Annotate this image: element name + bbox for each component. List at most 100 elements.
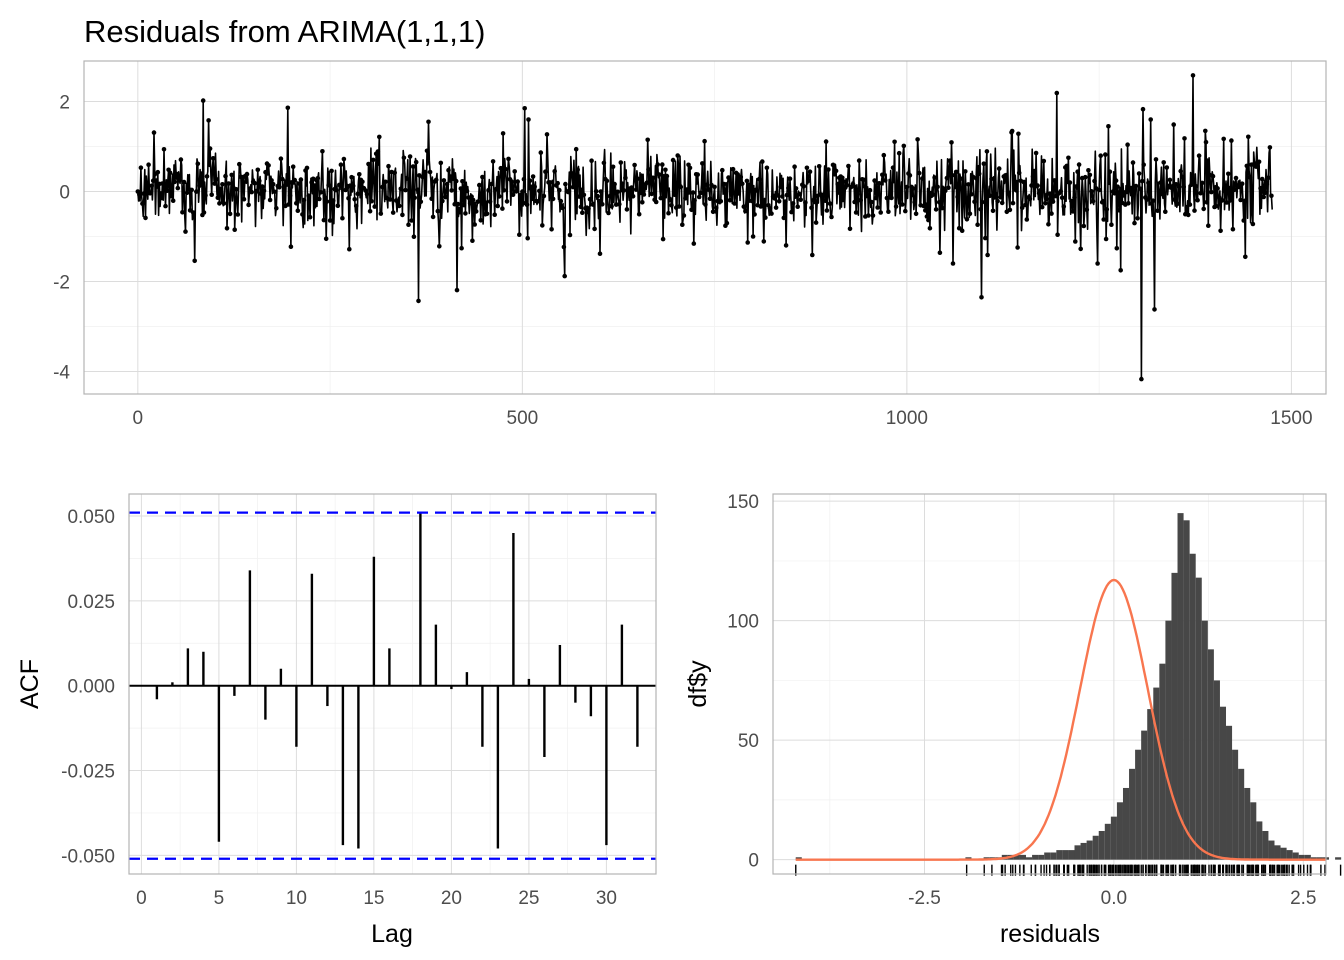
histogram-bar (1304, 854, 1311, 860)
histogram-bar (1135, 749, 1142, 860)
residual-point (346, 196, 351, 201)
residual-point (224, 226, 230, 231)
residual-point (234, 187, 239, 192)
residual-point (294, 201, 299, 206)
residual-point (555, 180, 560, 186)
residual-point (178, 157, 184, 162)
residual-point (189, 187, 194, 193)
residual-point (976, 171, 982, 176)
residual-point (829, 214, 834, 220)
residual-point (861, 177, 867, 183)
residual-point (161, 147, 167, 152)
residual-point (1073, 184, 1079, 189)
y-tick-label: 0.000 (67, 677, 115, 698)
residual-point (796, 191, 802, 197)
residual-point (285, 105, 291, 111)
residual-point (901, 143, 907, 149)
histogram-bar (1013, 854, 1020, 860)
residual-point (1109, 222, 1114, 227)
residual-point (413, 159, 419, 165)
residual-point (1150, 198, 1156, 203)
histogram-bar (1310, 857, 1317, 860)
residual-point (632, 162, 637, 168)
residual-point (267, 197, 273, 203)
residual-point (1173, 182, 1179, 187)
residual-point (678, 184, 684, 190)
residual-point (1229, 138, 1234, 143)
residual-point (270, 181, 276, 187)
residual-point (200, 98, 206, 103)
residual-point (1213, 203, 1219, 209)
residual-point (1064, 163, 1070, 169)
residual-point (675, 153, 680, 158)
residual-point (824, 208, 830, 213)
y-tick-label: -0.025 (61, 762, 115, 783)
residual-point (1089, 189, 1094, 194)
residual-point (411, 234, 417, 239)
residual-series (137, 74, 1273, 380)
residual-point (1146, 180, 1151, 186)
residual-point (521, 176, 527, 182)
residual-point (172, 179, 177, 185)
residual-point (730, 166, 736, 172)
histogram-bars (795, 513, 1342, 860)
histogram-bar (1213, 680, 1220, 860)
residual-point (989, 176, 994, 182)
acf-y-axis-label: ACF (16, 659, 44, 709)
residual-point (1032, 168, 1037, 174)
residual-point (1153, 157, 1159, 162)
residual-point (232, 227, 237, 232)
residual-plot-panel-border (83, 60, 1327, 395)
residual-point (852, 199, 857, 205)
residual-point (778, 184, 784, 190)
residual-point (257, 178, 262, 184)
residual-point (700, 161, 705, 166)
residual-point (707, 196, 713, 201)
residual-point (1030, 174, 1036, 179)
residual-point (288, 244, 294, 249)
residual-point (154, 178, 159, 183)
residual-point (1161, 160, 1166, 165)
residual-point (1201, 206, 1206, 212)
residual-point (961, 198, 967, 204)
residual-point (966, 182, 971, 187)
residual-point (440, 198, 445, 204)
residual-point (1199, 180, 1205, 186)
residual-point (317, 196, 322, 202)
residual-point (1090, 199, 1096, 204)
x-tick-label: 1500 (1270, 408, 1312, 429)
residual-point (540, 223, 545, 228)
residual-point (321, 217, 327, 223)
residual-point (955, 194, 960, 200)
histogram-bar (1298, 854, 1305, 860)
residual-point (886, 209, 891, 214)
x-tick-label: 20 (441, 888, 462, 909)
residual-point (913, 211, 919, 217)
histogram-bar (1219, 706, 1227, 860)
residual-point (181, 179, 187, 185)
residual-point (1019, 205, 1025, 211)
residual-point (763, 215, 768, 220)
residual-point (670, 157, 676, 163)
residual-point (835, 181, 840, 187)
residual-point (204, 174, 210, 179)
residual-point (1147, 194, 1153, 200)
residual-point (227, 211, 233, 217)
histogram-bar (1262, 830, 1269, 860)
residual-point (1141, 162, 1146, 167)
residual-point (1226, 171, 1231, 177)
residual-point (959, 228, 965, 233)
residual-point (575, 167, 580, 173)
residual-point (740, 181, 745, 187)
histogram-bar (1232, 749, 1239, 860)
residual-point (1266, 175, 1271, 181)
histogram-bar (795, 857, 802, 860)
residual-point (212, 181, 217, 186)
residual-point (833, 168, 839, 174)
residual-point (566, 189, 571, 195)
residual-point (1067, 180, 1073, 185)
residual-point (660, 162, 665, 167)
residual-point (420, 174, 425, 180)
residual-point (430, 214, 436, 220)
